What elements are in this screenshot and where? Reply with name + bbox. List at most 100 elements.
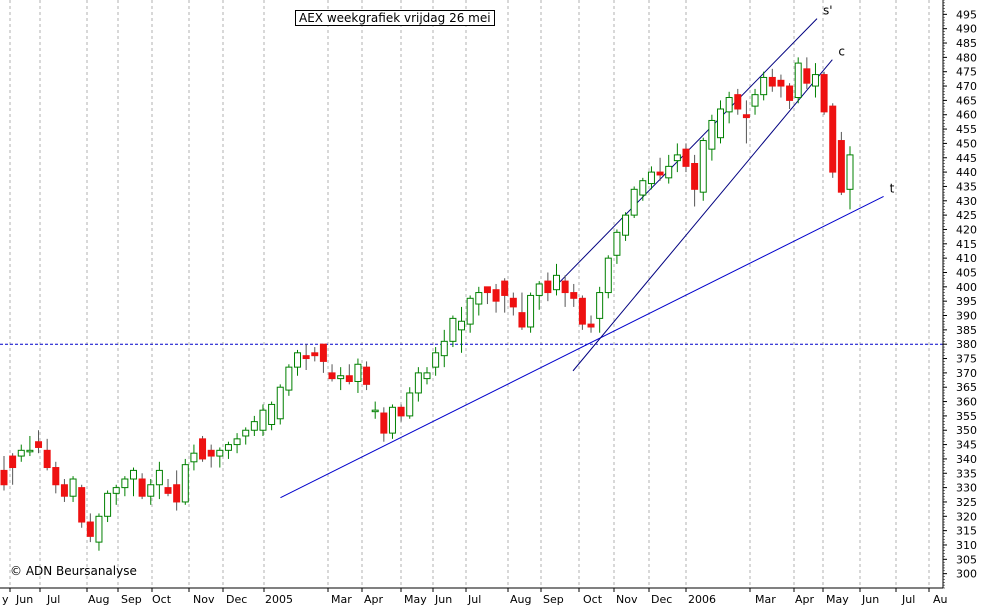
candle-body-up xyxy=(17,449,25,457)
candle-body-down xyxy=(742,114,750,119)
candle xyxy=(829,103,837,178)
x-tick-label: Oct xyxy=(152,593,172,605)
y-tick-label: 355 xyxy=(956,410,977,423)
candle xyxy=(69,476,77,502)
candle-body-down xyxy=(35,441,43,448)
x-tick-label: Sep xyxy=(121,593,142,605)
candle-body-up xyxy=(725,97,733,113)
candle xyxy=(294,349,302,376)
candle-body-down xyxy=(0,469,8,486)
candle-body-down xyxy=(164,487,172,494)
candle-body-down xyxy=(78,487,86,523)
x-tick-label: Nov xyxy=(193,593,215,605)
candle-body-down xyxy=(509,297,517,308)
candle xyxy=(121,476,129,497)
candle-body-down xyxy=(52,467,60,486)
y-tick-label: 330 xyxy=(956,482,977,495)
x-tick-label: Aug xyxy=(88,593,109,605)
candle-body-up xyxy=(596,292,604,319)
candle-body-up xyxy=(147,484,155,497)
candle xyxy=(578,295,586,330)
y-tick-label: 395 xyxy=(956,295,977,308)
candle-body-up xyxy=(630,188,638,216)
candle xyxy=(285,364,293,396)
candle-body-up xyxy=(717,108,725,139)
candle xyxy=(794,57,802,104)
y-tick-label: 465 xyxy=(956,94,977,107)
candle-body-down xyxy=(311,352,319,357)
candle-body-down xyxy=(786,85,794,101)
candle-body-up xyxy=(432,352,440,368)
candle xyxy=(138,473,146,500)
candle-body-up xyxy=(294,352,302,368)
candle xyxy=(432,347,440,376)
candle-body-up xyxy=(708,119,716,150)
candle-body-down xyxy=(837,140,845,193)
y-tick-label: 315 xyxy=(956,525,977,538)
candle-body-up xyxy=(26,449,34,453)
candle-body-up xyxy=(285,366,293,391)
candle-body-up xyxy=(423,372,431,380)
y-tick-label: 490 xyxy=(956,23,977,36)
candle-body-up xyxy=(95,515,103,543)
candle-body-down xyxy=(570,292,578,299)
candle xyxy=(527,292,535,333)
x-tick-label: Au xyxy=(933,593,948,605)
y-tick-label: 470 xyxy=(956,80,977,93)
candle xyxy=(155,461,163,500)
candle xyxy=(535,281,543,310)
candle xyxy=(216,447,224,468)
candle-body-down xyxy=(492,289,500,302)
y-tick-label: 495 xyxy=(956,8,977,21)
candle xyxy=(613,229,621,264)
candle xyxy=(725,91,733,124)
candle-body-down xyxy=(483,286,491,294)
candle-body-up xyxy=(121,478,129,489)
candle-body-up xyxy=(639,180,647,196)
candle xyxy=(17,444,25,462)
x-tick-label: Oct xyxy=(583,593,603,605)
y-tick-label: 365 xyxy=(956,381,977,394)
candle-body-up xyxy=(406,392,414,417)
candle xyxy=(647,166,655,190)
candle-body-up xyxy=(699,140,707,193)
candle-layer xyxy=(0,57,854,551)
candle xyxy=(768,68,776,92)
candle-body-down xyxy=(199,438,207,460)
candle xyxy=(259,404,267,436)
candle-body-down xyxy=(319,343,327,362)
y-tick-label: 430 xyxy=(956,195,977,208)
candle-body-up xyxy=(604,257,612,294)
x-tick-label: Jun xyxy=(861,593,879,605)
candle xyxy=(691,154,699,207)
candle-body-down xyxy=(60,484,68,497)
candle-body-up xyxy=(535,283,543,296)
candle xyxy=(181,458,189,505)
candle-body-down xyxy=(578,297,586,325)
candle xyxy=(52,461,60,494)
x-tick-label: Aug xyxy=(510,593,531,605)
candle-body-down xyxy=(397,406,405,417)
candle-body-up xyxy=(794,62,802,99)
candle xyxy=(561,275,569,307)
candle-body-down xyxy=(829,105,837,173)
candle xyxy=(164,479,172,497)
candle xyxy=(233,433,241,454)
candle xyxy=(95,513,103,551)
candle-body-down xyxy=(138,478,146,497)
trendline-t xyxy=(280,196,884,499)
candle-body-up xyxy=(129,469,137,480)
candle-body-up xyxy=(647,171,655,185)
candle xyxy=(751,88,759,115)
candle xyxy=(423,367,431,385)
candle-body-up xyxy=(665,165,673,179)
candle-body-down xyxy=(691,162,699,190)
x-tick-label: Jul xyxy=(901,593,915,605)
candle-body-down xyxy=(345,375,353,382)
candle xyxy=(43,438,51,471)
candle xyxy=(440,329,448,368)
x-tick-label: Jul xyxy=(46,593,60,605)
candle xyxy=(742,100,750,144)
y-tick-label: 350 xyxy=(956,424,977,437)
candle-body-up xyxy=(751,94,759,107)
